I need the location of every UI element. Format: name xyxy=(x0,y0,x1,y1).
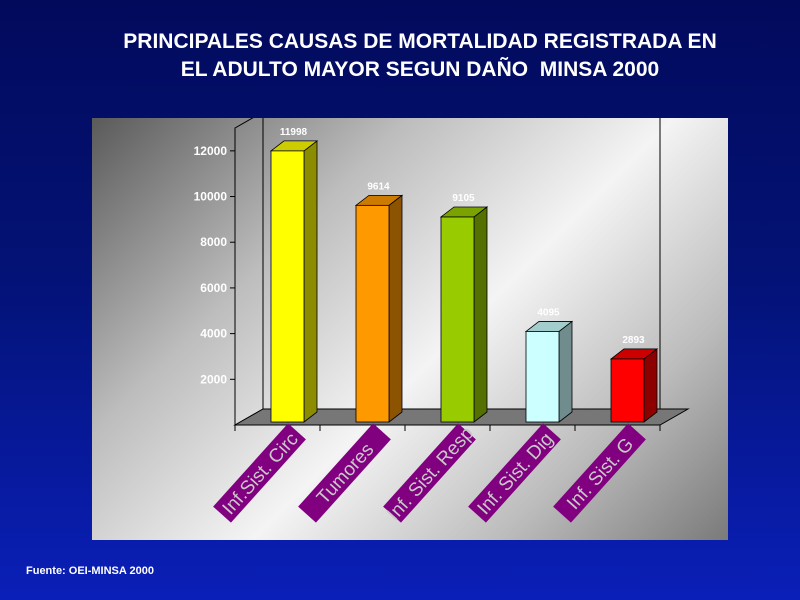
bar-value-label: 2893 xyxy=(622,335,645,346)
bar xyxy=(355,204,390,423)
bar-value-label: 9614 xyxy=(367,181,390,192)
title-line-1: PRINCIPALES CAUSAS DE MORTALIDAD REGISTR… xyxy=(123,30,717,53)
category-label-box xyxy=(553,423,646,523)
category-label-box xyxy=(213,423,306,523)
bar-side xyxy=(558,320,573,423)
y-tick-label: 10000 xyxy=(194,190,228,204)
y-tick-label: 12000 xyxy=(194,144,228,158)
category-label-box xyxy=(383,423,476,523)
category-label-text: Inf. Sist. Resp xyxy=(383,423,478,525)
category-label-text: Inf.Sist. Circ xyxy=(219,429,303,519)
category-label: Tumores xyxy=(298,423,391,523)
category-label-box xyxy=(298,423,391,523)
category-label-text: Inf. Sist. G xyxy=(563,434,638,514)
bar-value-label: 11998 xyxy=(280,127,308,138)
side-wall xyxy=(234,118,264,426)
category-label-text: Tumores xyxy=(313,439,378,508)
y-tick-label: 2000 xyxy=(200,372,227,386)
bar xyxy=(525,331,560,423)
category-label-box xyxy=(468,423,561,523)
category-label-text: Inf. Sist. Dig xyxy=(474,429,558,519)
y-tick-label: 8000 xyxy=(200,235,227,249)
bar-side xyxy=(303,140,318,423)
bar-value-label: 9105 xyxy=(452,193,475,204)
category-label: Inf. Sist. G xyxy=(553,423,646,523)
bar-side xyxy=(388,194,403,423)
category-label: Inf. Sist. Dig xyxy=(468,423,561,523)
category-label: Inf. Sist. Resp xyxy=(383,423,478,525)
bar-side xyxy=(473,206,488,423)
bar xyxy=(440,216,475,423)
bar xyxy=(610,358,645,423)
bar-side xyxy=(643,348,658,423)
bar xyxy=(270,150,305,423)
chart-panel: 2000 4000 6000 8000 10000 12000 11998 Inf.Sist.… xyxy=(92,118,728,540)
bar-chart: 2000 4000 6000 8000 10000 12000 11998 Inf.Sist.… xyxy=(194,118,690,525)
y-tick-label: 6000 xyxy=(200,281,227,295)
y-tick-label: 4000 xyxy=(200,327,227,341)
bar-value-label: 4095 xyxy=(537,307,560,318)
title-line-2: EL ADULTO MAYOR SEGUN DAÑO MINSA 2000 xyxy=(180,58,660,81)
source-note: Fuente: OEI-MINSA 2000 xyxy=(26,565,154,577)
chart-title: PRINCIPALES CAUSAS DE MORTALIDAD REGISTR… xyxy=(60,28,780,84)
category-label: Inf.Sist. Circ xyxy=(213,423,306,523)
